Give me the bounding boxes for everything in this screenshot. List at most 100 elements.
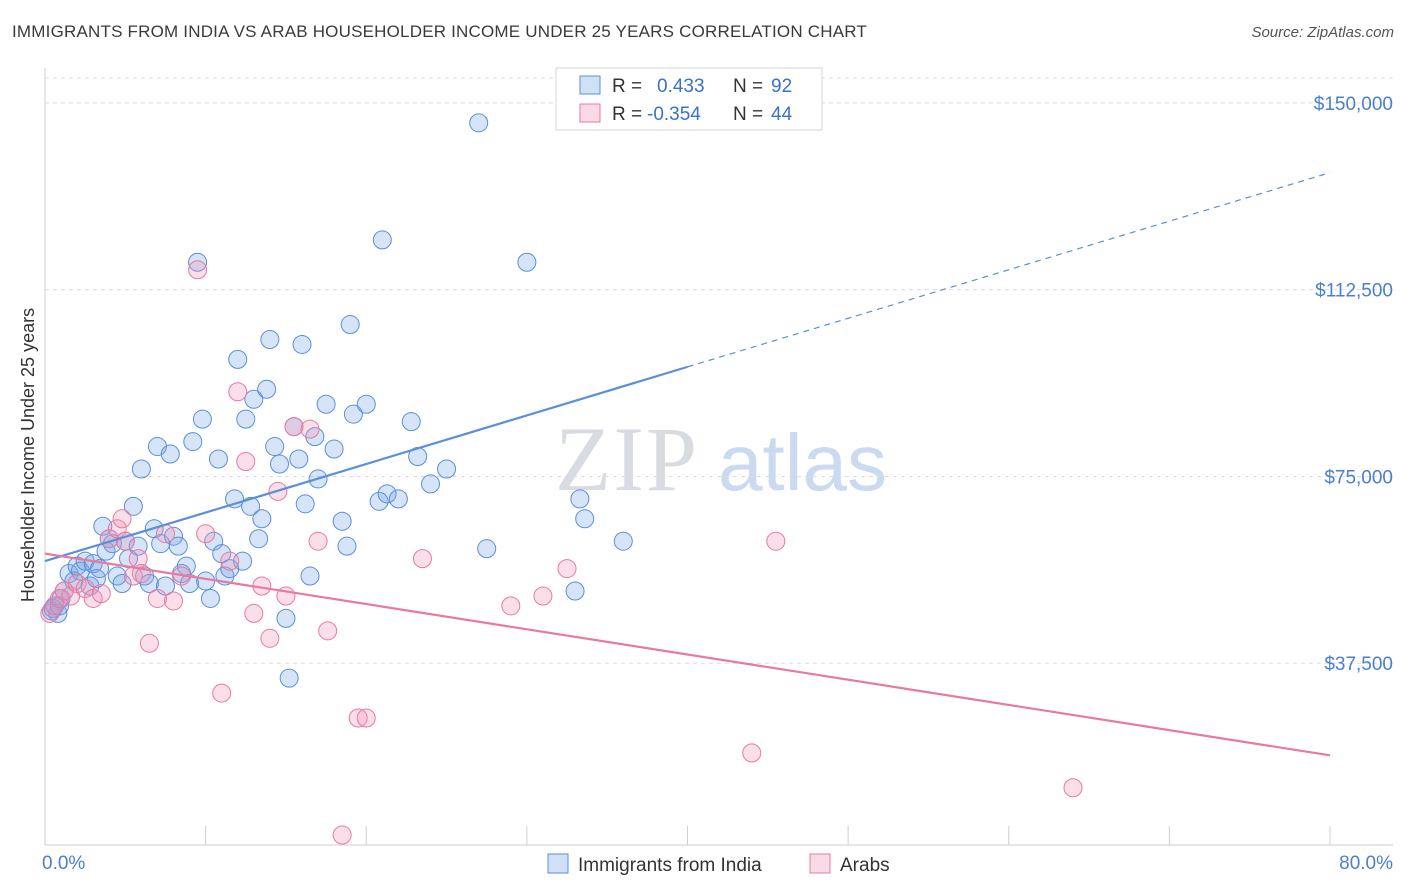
point-s0-50 <box>236 409 256 429</box>
grid-lines <box>45 77 1393 664</box>
point-s1-26 <box>236 452 256 471</box>
point-s0-89 <box>613 531 633 551</box>
point-s0-43 <box>208 449 228 469</box>
point-s1-19 <box>164 591 183 611</box>
legend-r-label-india: R = <box>612 76 642 97</box>
legend-box: R = 0.433 N = 92 R = -0.354 N = 44 <box>555 67 823 131</box>
data-points <box>40 113 1083 845</box>
point-s0-26 <box>139 574 159 594</box>
point-s1-42 <box>557 559 577 579</box>
point-s0-84 <box>477 539 497 559</box>
point-s0-70 <box>332 511 352 531</box>
point-s0-19 <box>112 574 132 594</box>
point-s0-64 <box>295 494 315 514</box>
point-s0-59 <box>276 608 296 628</box>
point-s0-39 <box>192 409 212 429</box>
point-s1-37 <box>348 708 368 728</box>
point-s0-41 <box>200 588 220 608</box>
point-s0-40 <box>196 571 216 591</box>
point-s0-36 <box>180 574 200 594</box>
y-tick-label-0: $150,000 <box>1314 94 1393 115</box>
point-s0-54 <box>252 509 272 529</box>
point-s0-53 <box>249 529 269 549</box>
point-s0-78 <box>388 489 408 509</box>
point-s0-52 <box>244 389 264 409</box>
point-s0-72 <box>340 315 360 335</box>
bottom-legend-swatch-arabs <box>809 853 831 874</box>
point-s0-71 <box>337 536 357 556</box>
point-s1-38 <box>356 708 376 728</box>
point-s0-82 <box>437 459 457 479</box>
point-s0-22 <box>123 496 143 516</box>
legend-n-label-india: N = <box>733 76 763 97</box>
point-s1-17 <box>147 588 167 608</box>
x-tick-label-max: 80.0% <box>1339 853 1393 874</box>
point-s0-60 <box>279 668 299 688</box>
point-s1-40 <box>501 596 521 616</box>
legend-swatch-arabs <box>579 103 601 123</box>
point-s1-27 <box>244 603 264 623</box>
point-s1-24 <box>220 551 240 571</box>
point-s0-75 <box>369 491 389 511</box>
point-s0-57 <box>265 437 285 457</box>
point-s0-37 <box>183 432 203 452</box>
legend-n-label-arabs: N = <box>733 104 763 125</box>
watermark-atlas: atlas <box>718 418 887 507</box>
point-s1-23 <box>212 683 232 703</box>
trend-line-1 <box>44 552 1331 757</box>
point-s1-44 <box>766 531 786 551</box>
point-s0-38 <box>188 252 208 272</box>
point-s0-62 <box>289 449 309 469</box>
point-s1-39 <box>412 549 432 569</box>
y-tick-label-1: $112,500 <box>1315 281 1393 302</box>
point-s1-35 <box>318 621 338 641</box>
point-s0-32 <box>164 526 183 546</box>
point-s0-86 <box>565 581 585 601</box>
point-s0-56 <box>260 329 280 349</box>
point-s0-88 <box>575 509 595 529</box>
bottom-legend: Immigrants from India Arabs <box>547 853 890 876</box>
point-s0-69 <box>324 439 344 459</box>
point-s1-11 <box>112 509 132 529</box>
point-s0-79 <box>401 412 421 432</box>
point-s0-76 <box>372 230 392 250</box>
point-s1-29 <box>260 628 280 648</box>
watermark-zip: ZIP <box>555 408 699 510</box>
point-s1-16 <box>139 633 159 653</box>
bottom-legend-swatch-india <box>547 853 569 874</box>
watermark: ZIP atlas <box>555 408 887 510</box>
point-s0-73 <box>343 404 363 424</box>
point-s0-87 <box>570 489 590 509</box>
point-s1-33 <box>300 419 320 439</box>
point-s1-8 <box>91 583 111 603</box>
x-axis-ticks <box>205 826 1331 845</box>
y-tick-label-3: $37,500 <box>1324 654 1393 675</box>
point-s0-55 <box>257 379 277 399</box>
point-s1-41 <box>533 586 553 606</box>
point-s0-77 <box>377 484 397 504</box>
point-s0-65 <box>300 566 320 586</box>
point-s0-68 <box>316 394 336 414</box>
legend-n-value-arabs: 44 <box>771 104 793 125</box>
chart-source: Source: ZipAtlas.com <box>1251 24 1394 41</box>
y-axis-label: Householder Income Under 25 years <box>18 308 38 602</box>
point-s0-24 <box>131 459 151 479</box>
point-s0-51 <box>241 496 261 516</box>
axes <box>44 68 1393 846</box>
legend-swatch-india <box>579 75 601 95</box>
legend-n-value-india: 92 <box>771 76 792 97</box>
bottom-legend-label-arabs: Arabs <box>840 855 890 876</box>
point-s0-63 <box>292 334 312 354</box>
point-s0-33 <box>168 536 188 556</box>
trend-line-0 <box>44 365 688 563</box>
point-s1-45 <box>1063 778 1083 798</box>
point-s0-31 <box>160 444 180 464</box>
trend-lines <box>44 172 1331 757</box>
point-s0-14 <box>93 516 113 536</box>
point-s0-58 <box>270 454 290 474</box>
point-s0-74 <box>356 394 376 414</box>
point-s1-32 <box>284 417 304 437</box>
point-s1-22 <box>196 524 216 544</box>
y-axis-ticks: $150,000 $112,500 $75,000 $37,500 <box>1314 94 1393 675</box>
chart-title: IMMIGRANTS FROM INDIA VS ARAB HOUSEHOLDE… <box>12 22 868 41</box>
